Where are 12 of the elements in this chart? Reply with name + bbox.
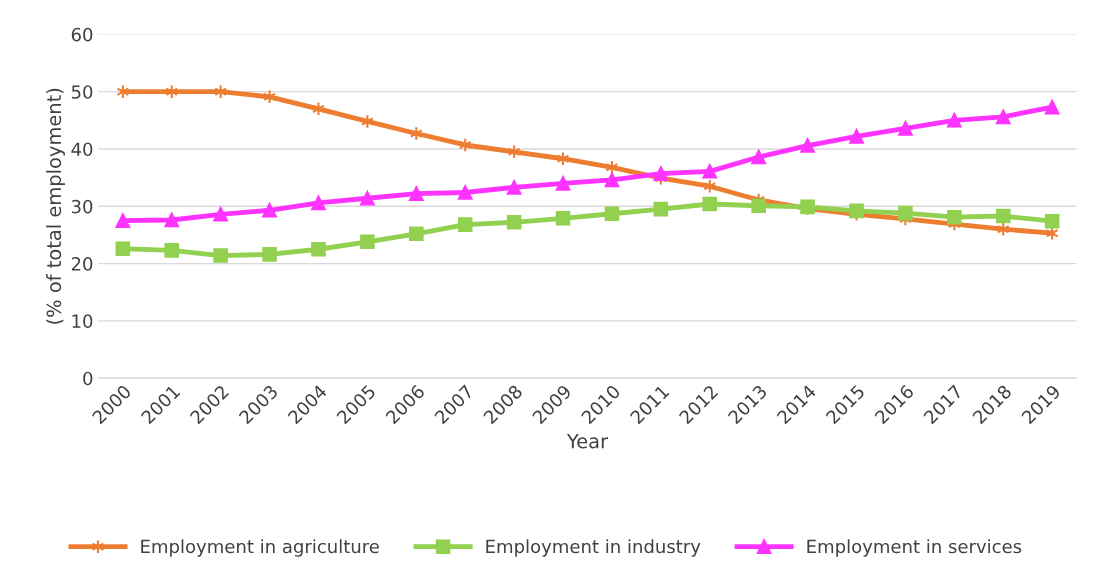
y-tick-label: 0 (83, 371, 93, 386)
y-tick-label: 20 (71, 257, 93, 271)
legend-label: Employment in industry (486, 539, 701, 557)
x-axis-title: Year (566, 434, 609, 449)
y-tick-label: 10 (72, 314, 93, 328)
y-tick-label: 50 (71, 85, 93, 99)
legend-label: Employment in agriculture (141, 539, 379, 557)
legend-label: Employment in services (807, 539, 1022, 557)
y-axis-title: (% of total employment) (46, 88, 65, 324)
y-tick-label: 60 (71, 27, 93, 42)
y-tick-label: 30 (71, 199, 93, 214)
y-tick-label: 40 (71, 142, 93, 157)
